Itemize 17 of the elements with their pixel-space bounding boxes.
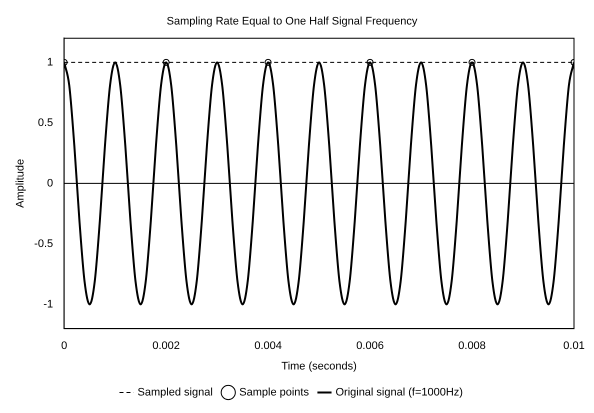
x-axis-title: Time (seconds): [281, 360, 357, 372]
y-tick-label: 1: [47, 56, 54, 68]
legend-label: Sampled signal: [138, 386, 213, 399]
y-axis-title: Amplitude: [14, 158, 27, 208]
x-tick-label: 0.004: [254, 340, 282, 352]
x-tick-label: 0.002: [152, 340, 180, 352]
chart-title: Sampling Rate Equal to One Half Signal Frequency: [166, 16, 418, 28]
y-tick-label: -1: [43, 298, 54, 310]
x-tick-label: 0.006: [356, 340, 384, 352]
y-tick-label: 0: [47, 177, 54, 190]
x-tick-label: 0: [61, 340, 68, 352]
legend-label: Sample points: [239, 386, 310, 399]
y-tick-label: -0.5: [34, 238, 54, 250]
legend-label: Original signal (f=1000Hz): [335, 386, 463, 399]
y-tick-label: 0.5: [38, 116, 54, 129]
x-tick-label: 0.008: [458, 340, 486, 352]
x-tick-label: 0.01: [563, 340, 585, 352]
